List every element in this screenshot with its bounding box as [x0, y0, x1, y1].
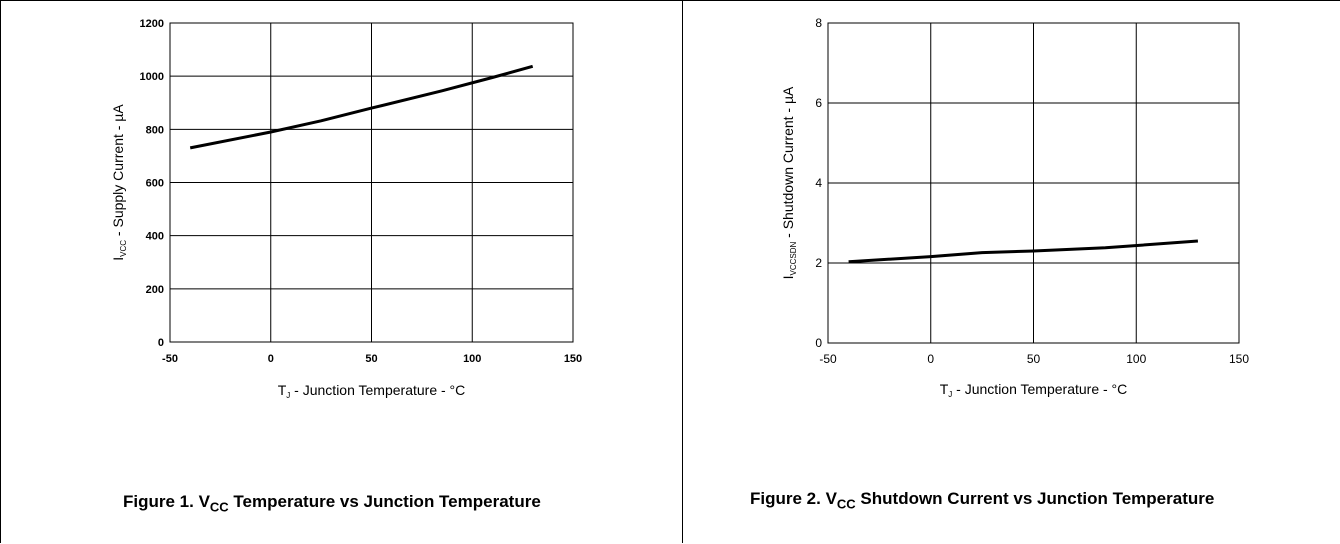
figure-2-panel: -50 0 50 100 150 0 2 4 6 8 TJ - Junction Temperatu…	[683, 0, 1340, 543]
x-axis-label-sub: J	[286, 391, 290, 400]
series-line	[189, 64, 534, 150]
x-tick-label: -50	[819, 352, 837, 366]
y-axis-label-main: I	[780, 276, 796, 280]
y-tick-label: 400	[146, 231, 164, 243]
x-axis-label-rest: - Junction Temperature - °C	[290, 382, 465, 398]
y-tick-label: 8	[815, 16, 822, 30]
figure-1-panel: -50 0 50 100 150 0 200 400 600 800 1000 1200 TJ - Ju…	[0, 0, 683, 543]
x-tick-label: -50	[162, 353, 178, 365]
y-tick-label: 1000	[140, 71, 164, 83]
y-tick-label: 4	[815, 176, 822, 190]
figure-2-caption-prefix: Figure 2. V	[750, 489, 837, 508]
figure-1-caption-prefix: Figure 1. V	[123, 492, 210, 511]
y-tick-label: 0	[815, 336, 822, 350]
x-tick-label: 0	[268, 353, 274, 365]
y-axis-label-rest: - Shutdown Current - µA	[780, 86, 796, 242]
figure-1-caption-sub: CC	[209, 499, 229, 515]
x-axis-label: TJ - Junction Temperature - °C	[278, 382, 466, 400]
y-axis-label-sub: VCCSDN	[789, 242, 798, 276]
x-tick-label: 100	[1126, 352, 1146, 366]
y-axis-label: IVCCSDN - Shutdown Current - µA	[780, 86, 798, 279]
figure-2-caption-suffix: Shutdown Current vs Junction Temperature	[855, 489, 1215, 508]
figure-2-caption: Figure 2. VCC Shutdown Current vs Juncti…	[750, 489, 1214, 511]
series-line	[848, 239, 1199, 264]
x-axis-label: TJ - Junction Temperature - °C	[940, 381, 1128, 399]
supply-current-chart: -50 0 50 100 150 0 200 400 600 800 1000 1200 TJ - Ju…	[110, 18, 582, 400]
x-tick-label: 150	[1229, 352, 1249, 366]
x-axis-label-sub: J	[948, 390, 952, 399]
x-tick-label: 100	[463, 353, 481, 365]
x-tick-label: 50	[1027, 352, 1041, 366]
figure-2-caption-sub: CC	[836, 496, 856, 512]
y-axis-label: IVCC - Supply Current - µA	[110, 104, 128, 261]
x-tick-label: 50	[365, 353, 377, 365]
y-tick-label: 600	[146, 178, 164, 190]
shutdown-current-chart: -50 0 50 100 150 0 2 4 6 8 TJ - Junction Temperatu…	[780, 16, 1249, 399]
y-tick-label: 6	[815, 96, 822, 110]
figure-1-caption-suffix: Temperature vs Junction Temperature	[228, 492, 541, 511]
y-tick-label: 1200	[140, 18, 164, 30]
y-tick-label: 0	[158, 337, 164, 349]
y-axis-label-main: I	[110, 257, 126, 261]
x-axis-label-rest: - Junction Temperature - °C	[952, 381, 1127, 397]
x-tick-label: 0	[927, 352, 934, 366]
y-axis-label-rest: - Supply Current - µA	[110, 104, 126, 240]
y-tick-label: 800	[146, 124, 164, 136]
y-axis-label-sub: VCC	[119, 240, 128, 257]
x-axis-label-main: T	[940, 381, 949, 397]
x-axis-label-main: T	[278, 382, 287, 398]
figure-1-caption: Figure 1. VCC Temperature vs Junction Te…	[123, 492, 541, 514]
y-tick-label: 200	[146, 284, 164, 296]
y-tick-label: 2	[815, 256, 822, 270]
x-tick-label: 150	[564, 353, 582, 365]
